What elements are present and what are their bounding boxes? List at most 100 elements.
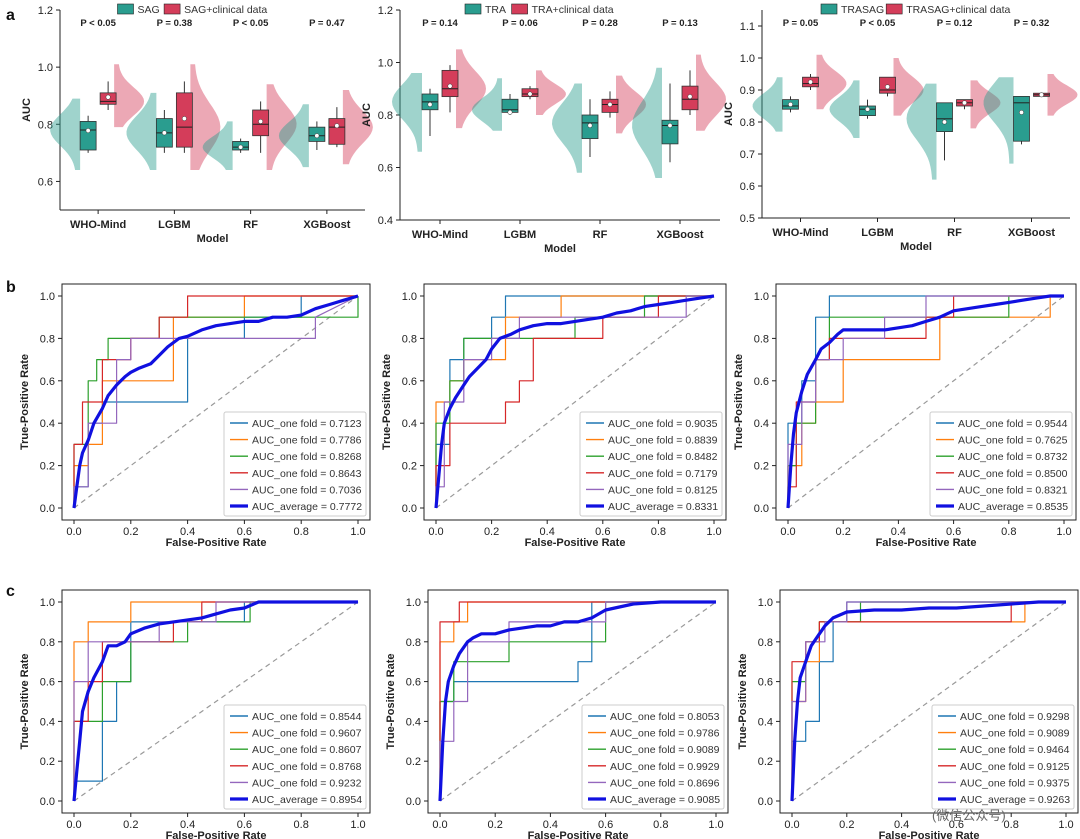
- x-tick-label: 0.0: [66, 819, 81, 831]
- legend-label: AUC_average = 0.8954: [252, 794, 362, 806]
- roc-fold-curve: [787, 295, 1064, 508]
- roc-fold-curve: [73, 601, 358, 801]
- y-tick-label: 0.0: [406, 796, 421, 808]
- legend-label: AUC_one fold = 0.8732: [958, 451, 1068, 463]
- y-tick-label: 0.8: [758, 637, 773, 649]
- plot-frame: [61, 283, 371, 521]
- box-mean-point: [238, 144, 244, 150]
- legend-label: AUC_one fold = 0.8544: [252, 711, 362, 723]
- roc-chart-3: 0.0 0.0 0.2 0.2 0.4 0.4 0.6 0.6 0.8 0.8 1.0 1.0 Fals…: [733, 283, 1077, 549]
- y-tick-label: 0.0: [754, 503, 769, 515]
- legend-label: AUC_one fold = 0.9929: [610, 761, 720, 773]
- roc-fold-curve: [435, 295, 714, 508]
- legend-box: [931, 704, 1075, 810]
- roc-chart-2: 0.0 0.0 0.2 0.2 0.4 0.4 0.6 0.6 0.8 0.8 1.0 1.0 Fals…: [381, 283, 727, 549]
- legend-label: AUC_average = 0.8535: [958, 501, 1068, 513]
- chance-diagonal: [439, 601, 717, 802]
- legend-label: AUC_one fold = 0.9544: [958, 418, 1068, 430]
- density-ridge: [893, 58, 924, 116]
- y-tick-label: 1.0: [406, 597, 421, 609]
- box-mean-point: [808, 79, 813, 85]
- roc-chart-5: 0.0 0.0 0.2 0.2 0.4 0.4 0.6 0.6 0.8 0.8 1.0 1.0 Fals…: [385, 589, 729, 839]
- legend-box: [581, 704, 725, 810]
- legend-label: AUC_one fold = 0.8643: [252, 468, 362, 480]
- density-ridge: [202, 121, 233, 170]
- density-ridge: [50, 98, 81, 170]
- density-ridge: [1047, 74, 1078, 116]
- y-tick-label: 0.2: [754, 461, 769, 473]
- y-tick-label: 0.2: [40, 756, 55, 768]
- y-tick-label: 0.0: [402, 503, 417, 515]
- y-tick-label: 0.8: [378, 110, 393, 122]
- density-ridge: [696, 54, 726, 131]
- legend-label: AUC_one fold = 0.7123: [252, 418, 362, 430]
- box-mean-point: [258, 118, 264, 124]
- y-tick-label: 0.5: [740, 213, 755, 225]
- x-tick-label: 0.4: [540, 526, 555, 538]
- x-tick-label: LGBM: [504, 229, 536, 241]
- legend-label: TRA+clinical data: [532, 4, 614, 16]
- x-tick-label: 0.8: [1001, 526, 1016, 538]
- box-iqr: [1013, 96, 1030, 142]
- x-axis-label: False-Positive Rate: [166, 830, 267, 839]
- y-tick-label: 0.8: [406, 637, 421, 649]
- box-mean-point: [314, 133, 320, 139]
- box-mean-point: [1039, 92, 1044, 98]
- x-tick-label: 0.0: [428, 526, 443, 538]
- legend-box: [223, 411, 367, 517]
- p-value-label: P < 0.05: [860, 18, 896, 29]
- legend-label: AUC_one fold = 0.7786: [252, 435, 362, 447]
- y-tick-label: 0.4: [40, 418, 55, 430]
- p-value-label: P = 0.38: [157, 18, 192, 29]
- density-ridge: [278, 104, 309, 168]
- density-ridge: [829, 80, 860, 138]
- y-tick-label: 0.0: [758, 796, 773, 808]
- x-tick-label: 0.6: [949, 819, 964, 831]
- legend-label: AUC_one fold = 0.8696: [610, 777, 720, 789]
- raincloud-chart-2: 0.4 0.6 0.8 1.0 1.2 AUC Model TRA TRA+clinical d…: [361, 3, 726, 255]
- box-mean-point: [161, 130, 167, 136]
- legend-label: AUC_one fold = 0.9786: [610, 728, 720, 740]
- legend-label: AUC_one fold = 0.9089: [610, 744, 720, 756]
- x-axis-label: Model: [900, 241, 932, 253]
- roc-chart-1: 0.0 0.0 0.2 0.2 0.4 0.4 0.6 0.6 0.8 0.8 1.0 1.0 Fals…: [19, 283, 371, 549]
- y-tick-label: 0.6: [406, 677, 421, 689]
- legend-swatch: [117, 3, 134, 15]
- x-tick-label: 0.0: [780, 526, 795, 538]
- y-tick-label: 1.0: [754, 291, 769, 303]
- x-tick-label: 0.2: [123, 526, 138, 538]
- box-mean-point: [942, 119, 947, 125]
- watermark-text: (微信公众号): [932, 808, 1006, 823]
- x-tick-label: 0.8: [294, 526, 309, 538]
- x-tick-label: 0.4: [894, 819, 909, 831]
- x-tick-label: RF: [593, 229, 608, 241]
- roc-fold-curve: [439, 601, 716, 801]
- roc-average-curve: [786, 294, 1064, 509]
- y-tick-label: 0.6: [378, 163, 393, 175]
- density-ridge: [983, 77, 1014, 164]
- x-tick-label: 0.6: [946, 526, 961, 538]
- density-ridge: [392, 73, 422, 152]
- x-tick-label: 0.2: [488, 819, 503, 831]
- legend-label: AUC_one fold = 0.8053: [610, 711, 720, 723]
- p-value-label: P < 0.05: [233, 18, 269, 29]
- legend-label: TRA: [485, 4, 506, 16]
- p-value-label: P = 0.06: [502, 18, 537, 29]
- density-ridge: [456, 49, 486, 129]
- x-tick-label: 0.4: [543, 819, 558, 831]
- y-tick-label: 0.8: [38, 119, 53, 131]
- x-tick-label: 0.2: [123, 819, 138, 831]
- box-mean-point: [181, 116, 187, 122]
- y-axis-label: True-Positive Rate: [381, 354, 393, 450]
- x-axis-label: Model: [197, 233, 229, 245]
- roc-average-curve: [72, 294, 359, 509]
- x-tick-label: 0.0: [784, 819, 799, 831]
- plot-frame: [423, 283, 727, 521]
- y-tick-label: 0.4: [754, 418, 769, 430]
- density-ridge: [266, 84, 297, 170]
- roc-average-curve: [72, 600, 358, 802]
- box-mean-point: [687, 94, 693, 100]
- plot-frame: [775, 283, 1077, 521]
- y-tick-label: 0.6: [758, 677, 773, 689]
- chance-diagonal: [435, 295, 715, 509]
